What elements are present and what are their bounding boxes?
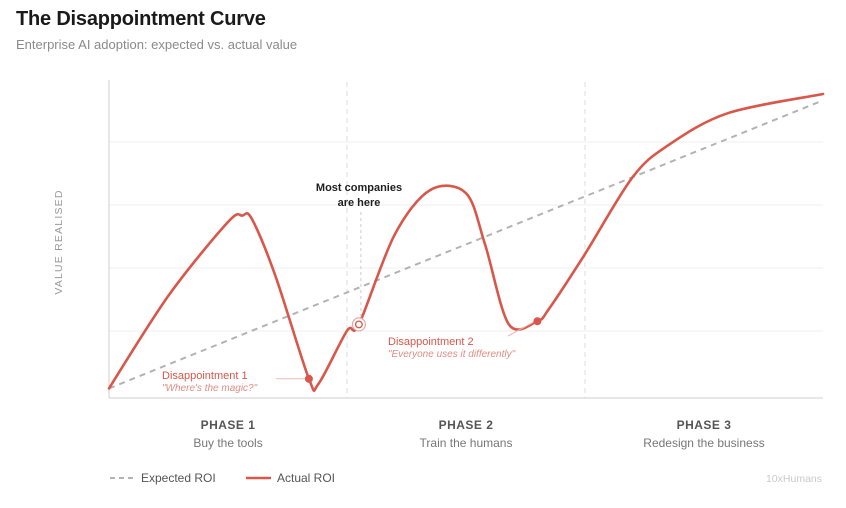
- marker-disappointment-1: [304, 374, 313, 383]
- legend-label-expected-roi: Expected ROI: [141, 471, 216, 485]
- series-line-actual-roi: [107, 92, 825, 392]
- annotation-leader-disappointment-2: [507, 321, 534, 337]
- phase-separators: [346, 82, 586, 398]
- annotation-most-companies-line2: are here: [338, 197, 381, 209]
- phase-2-label: PHASE 2: [439, 418, 494, 432]
- legend-label-actual-roi: Actual ROI: [277, 471, 335, 485]
- legend: Expected ROI Actual ROI: [110, 471, 335, 485]
- marker-disappointment-2: [533, 317, 542, 326]
- phase-2-sublabel: Train the humans: [420, 436, 513, 450]
- phase-1-sublabel: Buy the tools: [193, 436, 262, 450]
- annotation-most-companies-line1: Most companies: [316, 182, 402, 194]
- chart-subtitle: Enterprise AI adoption: expected vs. act…: [16, 37, 298, 52]
- phase-1-label: PHASE 1: [201, 418, 256, 432]
- watermark: 10xHumans: [766, 473, 822, 485]
- series-line-expected-roi: [108, 99, 824, 390]
- annotation-disappointment-1-title: Disappointment 1: [162, 370, 248, 382]
- phase-3-sublabel: Redesign the business: [643, 436, 764, 450]
- marker-most-companies-inner: [354, 320, 363, 329]
- annotation-disappointment-1-quote: "Where's the magic?": [162, 383, 258, 394]
- annotation-disappointment-2-title: Disappointment 2: [388, 336, 474, 348]
- annotation-disappointment-2-quote: "Everyone uses it differently": [388, 349, 516, 360]
- chart-title: The Disappointment Curve: [16, 8, 266, 30]
- gridlines: [109, 141, 823, 332]
- y-axis-label: VALUE REALISED: [53, 189, 65, 294]
- phase-3-label: PHASE 3: [677, 418, 732, 432]
